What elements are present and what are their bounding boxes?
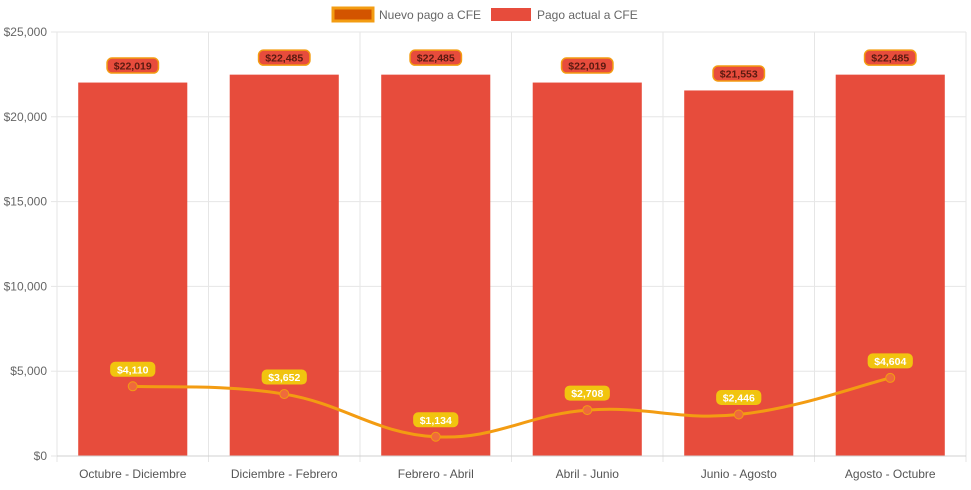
y-tick-label: $0 <box>34 449 48 463</box>
data-label-bg <box>409 49 463 66</box>
data-labels-layer: $22,019 $22,485 $22,485 $22,019 $21,553 $22,4… <box>106 49 917 428</box>
x-tick-label: Abril - Junio <box>556 467 620 481</box>
data-label: $2,708 <box>571 388 603 400</box>
data-label-bg <box>863 49 917 66</box>
data-label: $22,485 <box>265 53 303 65</box>
x-tick-label: Octubre - Diciembre <box>79 467 187 481</box>
legend-swatch-line <box>331 6 375 23</box>
bar-pago-actual <box>381 74 491 456</box>
point-nuevo-pago <box>885 372 896 383</box>
data-label-bg <box>106 57 160 74</box>
point-nuevo-pago <box>430 431 441 442</box>
x-tick-label: Febrero - Abril <box>398 467 474 481</box>
y-tick-label: $20,000 <box>4 110 48 124</box>
data-label-bg <box>413 412 459 428</box>
x-tick-label: Diciembre - Febrero <box>231 467 338 481</box>
data-label-bg <box>564 385 610 401</box>
y-tick-label: $15,000 <box>4 195 48 209</box>
legend-label-nuevo-pago: Nuevo pago a CFE <box>379 8 481 22</box>
data-label: $22,019 <box>568 61 606 73</box>
bars-layer <box>78 74 945 456</box>
legend: Nuevo pago a CFE Pago actual a CFE <box>331 6 638 23</box>
data-label: $4,110 <box>117 364 149 376</box>
data-label-bg <box>716 390 762 406</box>
data-label-bg <box>560 57 614 74</box>
data-label: $2,446 <box>723 393 755 405</box>
data-label-bg <box>712 65 766 82</box>
y-tick-label: $5,000 <box>10 364 47 378</box>
legend-item-nuevo-pago[interactable]: Nuevo pago a CFE <box>331 6 481 23</box>
point-nuevo-pago <box>127 381 138 392</box>
data-label: $4,604 <box>874 356 906 368</box>
point-nuevo-pago <box>733 409 744 420</box>
data-label: $22,019 <box>114 61 152 73</box>
data-label: $22,485 <box>871 53 909 65</box>
legend-label-pago-actual: Pago actual a CFE <box>537 8 638 22</box>
data-label-bg <box>257 49 311 66</box>
data-label: $1,134 <box>420 415 452 427</box>
data-label: $21,553 <box>720 68 758 80</box>
data-label: $22,485 <box>417 53 455 65</box>
axes-layer: $0 $5,000 $10,000 $15,000 $20,000 $25,000 Octu… <box>4 25 966 481</box>
data-label-bg <box>110 361 156 377</box>
line-nuevo-pago <box>132 376 891 439</box>
x-tick-label: Agosto - Octubre <box>845 467 936 481</box>
x-tick-label: Junio - Agosto <box>701 467 777 481</box>
legend-swatch-bar <box>491 8 531 21</box>
bar-pago-actual <box>835 74 945 456</box>
line-layer <box>127 372 896 442</box>
data-label-bg <box>867 353 913 369</box>
data-label-bg <box>261 369 307 385</box>
data-label: $3,652 <box>268 372 300 384</box>
y-tick-label: $25,000 <box>4 25 48 39</box>
bar-pago-actual <box>78 82 188 456</box>
legend-item-pago-actual[interactable]: Pago actual a CFE <box>491 8 638 22</box>
y-tick-label: $10,000 <box>4 279 48 293</box>
grid-layer <box>51 31 967 462</box>
point-nuevo-pago <box>279 389 290 400</box>
point-nuevo-pago <box>582 405 593 416</box>
